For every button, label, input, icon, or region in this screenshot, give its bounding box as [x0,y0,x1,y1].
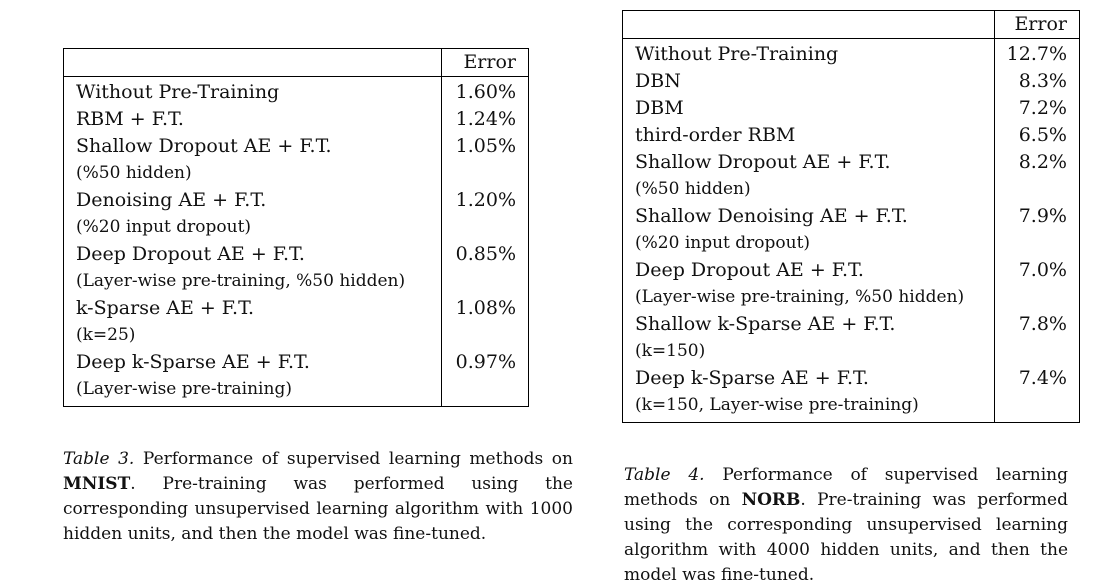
method-cell: DBM [623,95,995,122]
method-cell: third-order RBM [623,122,995,149]
method-detail: (k=150, Layer-wise pre-training) [635,395,919,415]
error-cell: 8.2% [993,149,1080,203]
table-row: Shallow Dropout AE + F.T. (%50 hidden) 1.0… [64,133,529,187]
method-cell: Denoising AE + F.T. (%20 input dropout) [64,187,442,241]
method-detail: (%50 hidden) [76,163,192,183]
error-cell: 0.85% [441,241,529,295]
error-cell: 7.0% [993,257,1080,311]
table-row: third-order RBM 6.5% [623,122,1080,149]
method-cell: Deep Dropout AE + F.T. (Layer-wise pre-tr… [623,257,995,311]
table-row: Without Pre-Training 12.7% [623,38,1080,69]
method-name: Deep k-Sparse AE + F.T. [635,367,869,389]
table-4-block: Error Without Pre-Training 12.7% DBN 8.3% DB… [622,10,1080,423]
table-row: Shallow Dropout AE + F.T. (%50 hidden) 8.2… [623,149,1080,203]
caption-dataset: MNIST [63,474,131,494]
header-method-cell [63,48,442,77]
method-detail: (k=150) [635,341,706,361]
error-cell: 0.97% [441,349,529,407]
caption-label: Table 3. [63,449,135,469]
method-name: DBM [635,97,684,119]
method-name: third-order RBM [635,124,796,146]
table-row: Deep k-Sparse AE + F.T. (Layer-wise pre-t… [64,349,529,407]
method-name: RBM + F.T. [76,108,184,130]
table-3-body: Without Pre-Training 1.60% RBM + F.T. 1.24%… [64,76,529,407]
error-cell: 7.9% [993,203,1080,257]
method-name: Deep k-Sparse AE + F.T. [76,351,310,373]
method-detail: (Layer-wise pre-training, %50 hidden) [635,287,965,307]
method-detail: (%20 input dropout) [76,217,252,237]
error-cell: 8.3% [993,68,1080,95]
method-name: Deep Dropout AE + F.T. [635,259,864,281]
method-name: Without Pre-Training [635,43,839,65]
header-error-cell: Error [441,48,529,77]
method-name: Shallow Denoising AE + F.T. [635,205,908,227]
method-detail: (Layer-wise pre-training) [76,379,292,399]
method-name: Denoising AE + F.T. [76,189,267,211]
table-row: Shallow Denoising AE + F.T. (%20 input dr… [623,203,1080,257]
caption-text-after: . Pre-training was performed using the c… [63,474,573,544]
header-error-cell: Error [993,10,1080,39]
table-header-row: Error [63,48,529,77]
header-method-cell [622,10,995,39]
method-cell: Shallow k-Sparse AE + F.T. (k=150) [623,311,995,365]
table-4-norb: Error Without Pre-Training 12.7% DBN 8.3% DB… [622,10,1080,423]
table-row: Deep Dropout AE + F.T. (Layer-wise pre-tr… [623,257,1080,311]
method-name: DBN [635,70,681,92]
method-cell: DBN [623,68,995,95]
method-detail: (%20 input dropout) [635,233,811,253]
error-cell: 1.08% [441,295,529,349]
method-cell: Deep k-Sparse AE + F.T. (Layer-wise pre-t… [64,349,442,407]
method-cell: Deep k-Sparse AE + F.T. (k=150, Layer-wis… [623,365,995,423]
table-4-body: Without Pre-Training 12.7% DBN 8.3% DBM 7.2% t… [623,38,1080,423]
error-cell: 1.20% [441,187,529,241]
error-cell: 7.4% [993,365,1080,423]
method-cell: Shallow Dropout AE + F.T. (%50 hidden) [64,133,442,187]
error-cell: 12.7% [993,38,1080,68]
error-cell: 1.05% [441,133,529,187]
table-header-row: Error [622,10,1080,39]
caption-label: Table 4. [624,465,705,485]
caption-text-before: Performance of supervised learning metho… [624,465,1068,510]
error-cell: 1.24% [441,106,529,133]
table-row: Deep k-Sparse AE + F.T. (k=150, Layer-wis… [623,365,1080,423]
table-row: Without Pre-Training 1.60% [64,76,529,107]
table-4-caption: Table 4. Performance of supervised learn… [624,463,1068,588]
table-3-caption: Table 3. Performance of supervised learn… [63,447,573,547]
method-detail: (%50 hidden) [635,179,751,199]
method-detail: (k=25) [76,325,136,345]
method-cell: Shallow Denoising AE + F.T. (%20 input dr… [623,203,995,257]
method-cell: k-Sparse AE + F.T. (k=25) [64,295,442,349]
method-name: Shallow k-Sparse AE + F.T. [635,313,896,335]
error-cell: 7.8% [993,311,1080,365]
table-row: DBM 7.2% [623,95,1080,122]
method-cell: Shallow Dropout AE + F.T. (%50 hidden) [623,149,995,203]
caption-dataset: NORB [741,490,801,510]
method-cell: RBM + F.T. [64,106,442,133]
table-3-mnist: Error Without Pre-Training 1.60% RBM + F.T… [63,48,529,407]
error-cell: 7.2% [993,95,1080,122]
table-row: Denoising AE + F.T. (%20 input dropout) 1.… [64,187,529,241]
method-name: Without Pre-Training [76,81,280,103]
method-name: k-Sparse AE + F.T. [76,297,254,319]
method-cell: Deep Dropout AE + F.T. (Layer-wise pre-tr… [64,241,442,295]
caption-text-before: Performance of supervised learning metho… [134,449,573,469]
method-name: Shallow Dropout AE + F.T. [635,151,891,173]
method-name: Deep Dropout AE + F.T. [76,243,305,265]
table-row: DBN 8.3% [623,68,1080,95]
method-cell: Without Pre-Training [64,77,442,107]
table-row: k-Sparse AE + F.T. (k=25) 1.08% [64,295,529,349]
table-row: RBM + F.T. 1.24% [64,106,529,133]
method-cell: Without Pre-Training [623,39,995,69]
error-cell: 6.5% [993,122,1080,149]
method-detail: (Layer-wise pre-training, %50 hidden) [76,271,406,291]
table-row: Deep Dropout AE + F.T. (Layer-wise pre-tr… [64,241,529,295]
error-cell: 1.60% [441,76,529,106]
method-name: Shallow Dropout AE + F.T. [76,135,332,157]
table-3-block: Error Without Pre-Training 1.60% RBM + F.T… [63,48,579,407]
table-row: Shallow k-Sparse AE + F.T. (k=150) 7.8% [623,311,1080,365]
